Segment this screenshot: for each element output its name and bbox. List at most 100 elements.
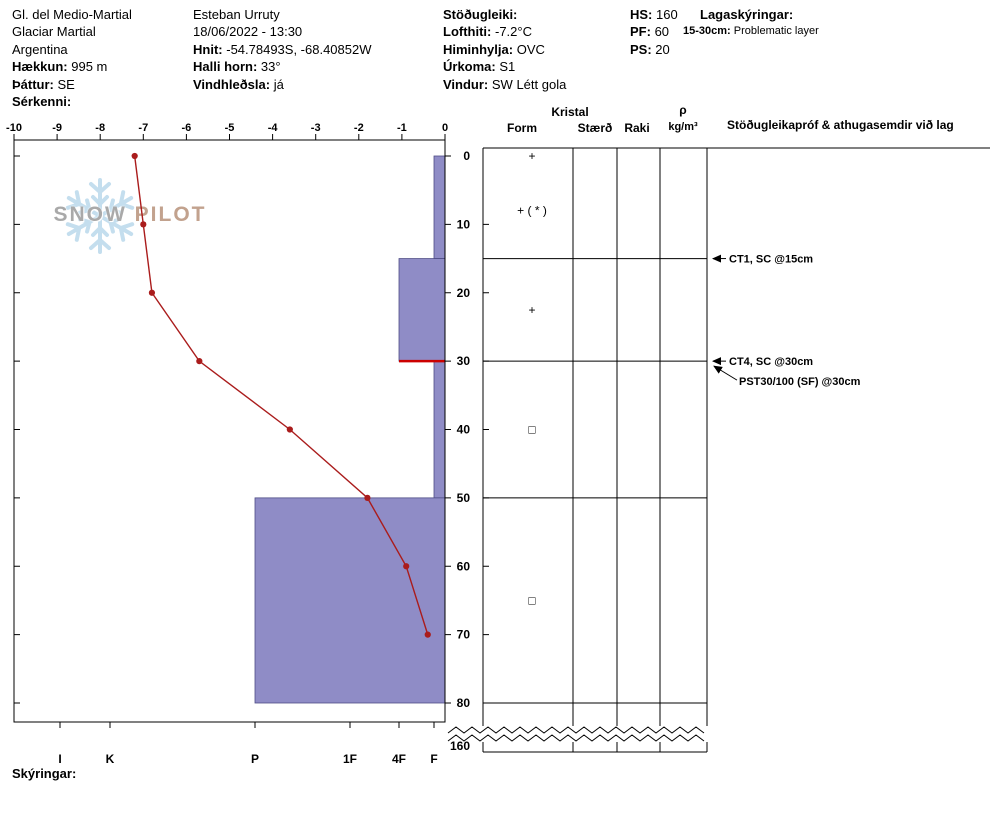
depth-axis-label: 10 (457, 217, 471, 231)
depth-axis-label: 80 (457, 696, 471, 710)
site-country: Argentina (12, 41, 68, 57)
temp-axis-label: -7 (138, 122, 148, 134)
wind-loading: Vindhleðsla: já (193, 76, 372, 93)
temperature-point (364, 494, 371, 501)
temp-axis-label: -9 (52, 122, 62, 134)
test-annotation-text: CT4, SC @30cm (729, 356, 813, 368)
sky-cover: Himinhylja: OVC (443, 41, 566, 58)
wind: Vindur: SW Létt gola (443, 76, 566, 93)
hardness-axis: I K P 1F 4F F (58, 722, 438, 766)
sky-value: OVC (516, 41, 545, 57)
windload-label: Vindhleðsla: (193, 76, 271, 92)
logo-word-snow: SNOW (53, 203, 127, 226)
snowflake-icon (65, 178, 135, 254)
depth-axis-label: 70 (457, 628, 471, 642)
hardness-bar-layer (433, 155, 446, 259)
hs-label: HS: (630, 7, 653, 22)
grain-form-column: + + ( * ) + □ □ (517, 149, 547, 607)
pf-value: 60 (654, 24, 670, 40)
elevation-value: 995 m (71, 59, 108, 75)
temperature-point (196, 358, 203, 365)
temperature-point (148, 289, 156, 296)
header-observer-column: Esteban Urruty 18/06/2022 - 13:30 Hnit: … (193, 6, 372, 93)
density-header: ρ (679, 103, 686, 117)
snowflake-icon-arm (98, 214, 135, 242)
kristal-header: Kristal (551, 105, 588, 119)
windload-value: já (273, 76, 284, 92)
observation-datetime: 18/06/2022 - 13:30 (193, 24, 303, 40)
density-unit-header: kg/m³ (668, 121, 698, 133)
precip-label: Úrkoma: (443, 59, 496, 75)
aspect-value: SE (57, 76, 75, 92)
stability: Stöðugleiki: (443, 6, 566, 23)
air-temp: Lofthiti: -7.2°C (443, 23, 566, 40)
site-range: Glaciar Martial (12, 24, 96, 40)
temperature-point (140, 221, 147, 228)
column-headers: Kristal Form Stærð Raki ρ kg/m³ Stöðugleikapró… (507, 103, 954, 135)
hardness-axis-label: 4F (392, 752, 406, 766)
temp-axis-label: -2 (354, 122, 364, 134)
snowflake-icon-arm (98, 190, 135, 218)
precipitation: Úrkoma: S1 (443, 58, 566, 75)
airtemp-label: Lofthiti: (443, 24, 492, 40)
ps-label: PS: (630, 41, 652, 57)
wind-value: SW Létt gola (491, 76, 567, 92)
depth-axis-label: 40 (457, 423, 471, 437)
temp-axis-label: -10 (6, 122, 22, 134)
grain-form-symbol: + (528, 149, 535, 163)
header-layer-notes-column: Lagaskýringar: 15-30cm: Problematic laye… (683, 6, 819, 41)
depth-axis-label: 30 (457, 354, 471, 368)
coords-label: Hnit: (193, 41, 223, 57)
temperature-curve (131, 152, 431, 638)
hardness-bar-layer (398, 258, 446, 362)
grain-form-symbol: + ( * ) (517, 204, 547, 218)
form-header: Form (507, 121, 537, 135)
temp-axis-label: -1 (397, 122, 407, 134)
snowpilot-logo: SNOW PILOT (40, 172, 220, 260)
snowflake-icon-arm (65, 190, 102, 218)
grain-form-symbol: □ (528, 593, 535, 607)
layer-note-text: Problematic layer (733, 25, 819, 38)
hardness-axis-label: I (58, 752, 61, 766)
coordinates: Hnit: -54.78493S, -68.40852W (193, 41, 372, 58)
pf-label: PF: (630, 24, 651, 40)
header-conditions-column: Stöðugleiki: Lofthiti: -7.2°C Himinhylja… (443, 6, 566, 93)
layer-notes-title: Lagaskýringar: (700, 7, 794, 22)
wind-label: Vindur: (443, 76, 489, 92)
hs-value: 160 (656, 7, 678, 22)
logo-word-pilot: PILOT (134, 203, 207, 226)
header-snowpack-column: HS: 160 PF: 60 PS: 20 (630, 6, 678, 58)
temperature-axis: -10 -9 -8 -7 -6 -5 -4 -3 -2 -1 0 (6, 122, 448, 140)
temp-axis-label: -3 (311, 122, 321, 134)
test-annotation-text: CT1, SC @15cm (729, 254, 813, 266)
profile-columns (482, 147, 990, 753)
temperature-point (403, 563, 410, 570)
site-elevation: Hækkun: 995 m (12, 58, 132, 75)
hardness-bars (254, 155, 446, 704)
moisture-header: Raki (624, 121, 649, 135)
ps-row: PS: 20 (630, 41, 678, 58)
site-features: Sérkenni: (12, 93, 132, 110)
site-aspect: Þáttur: SE (12, 76, 132, 93)
temperature-point (286, 426, 293, 433)
stability-label: Stöðugleiki: (443, 7, 518, 22)
temperature-point (131, 152, 138, 160)
layer-note: 15-30cm: Problematic layer (683, 23, 819, 40)
snowflake-icon-arm (89, 178, 111, 218)
hardness-axis-label: 1F (343, 752, 357, 766)
hardness-axis-label: K (106, 752, 115, 766)
depth-axis-label: 60 (457, 559, 471, 573)
legend-title: Skýringar: (12, 766, 77, 781)
size-header: Stærð (578, 121, 613, 135)
temperature-point (424, 631, 431, 638)
airtemp-value: -7.2°C (495, 24, 532, 40)
depth-axis-total-label: 160 (450, 739, 470, 753)
hardness-bar-layer (254, 497, 446, 704)
test-annotations: CT1, SC @15cm CT4, SC @30cm PST30/100 (SF)… (712, 254, 861, 388)
temp-axis-label: -4 (268, 122, 279, 134)
pf-row: PF: 60 (630, 23, 678, 40)
depth-axis-label: 20 (457, 286, 471, 300)
hardness-axis-label: P (251, 752, 259, 766)
site-name: Gl. del Medio-Martial (12, 7, 132, 22)
